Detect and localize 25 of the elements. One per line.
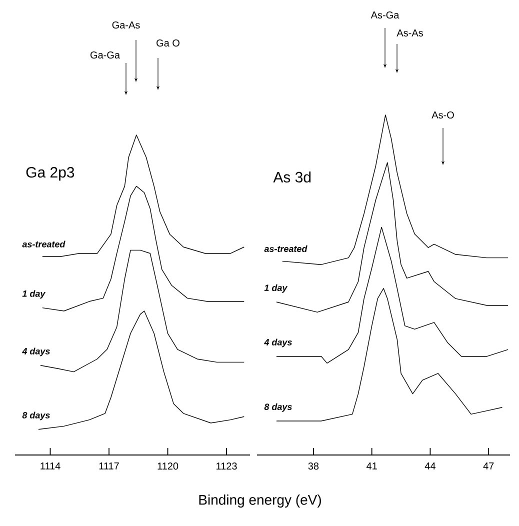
series-label: 8 days (264, 403, 292, 412)
series-label: 8 days (22, 412, 50, 420)
x-axis-title: Binding energy (eV) (199, 494, 321, 508)
series-label: as-treated (264, 245, 308, 252)
text: Ga-As (112, 21, 140, 29)
text: As-As (396, 29, 423, 36)
x-tick-label: 1120 (158, 462, 178, 470)
annotation: As-O (432, 111, 454, 119)
x-tick-label: 47 (483, 462, 494, 470)
x-tick-label: 1123 (216, 462, 237, 470)
series-label: as-treated (22, 240, 66, 248)
series-label: 4 days (22, 348, 50, 356)
x-tick-label: 41 (366, 462, 377, 470)
x-tick-label: 44 (424, 462, 436, 470)
x-tick-label: 38 (308, 462, 319, 470)
text: As-Ga (370, 11, 400, 19)
series-label: 4 days (264, 338, 292, 348)
series-label: 1 day (264, 284, 288, 293)
text: Ga-Ga (90, 51, 120, 59)
x-tick-label: 1114 (40, 462, 60, 470)
text: As 3d (273, 171, 311, 182)
text: Ga 2p3 (26, 167, 74, 181)
series-label: 1 day (22, 290, 46, 299)
text: Ga O (156, 39, 180, 47)
x-tick-label: 1117 (99, 462, 119, 470)
